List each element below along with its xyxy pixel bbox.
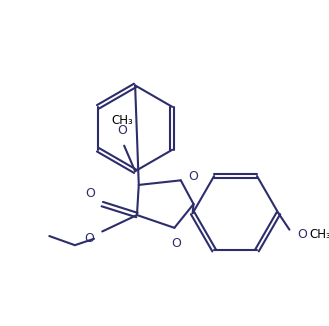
Text: O: O (171, 237, 181, 250)
Text: O: O (298, 228, 308, 241)
Text: O: O (84, 232, 94, 245)
Text: CH₃: CH₃ (112, 114, 133, 127)
Text: O: O (188, 170, 198, 183)
Text: CH₃: CH₃ (310, 228, 329, 241)
Text: O: O (117, 125, 127, 138)
Text: O: O (85, 186, 95, 200)
